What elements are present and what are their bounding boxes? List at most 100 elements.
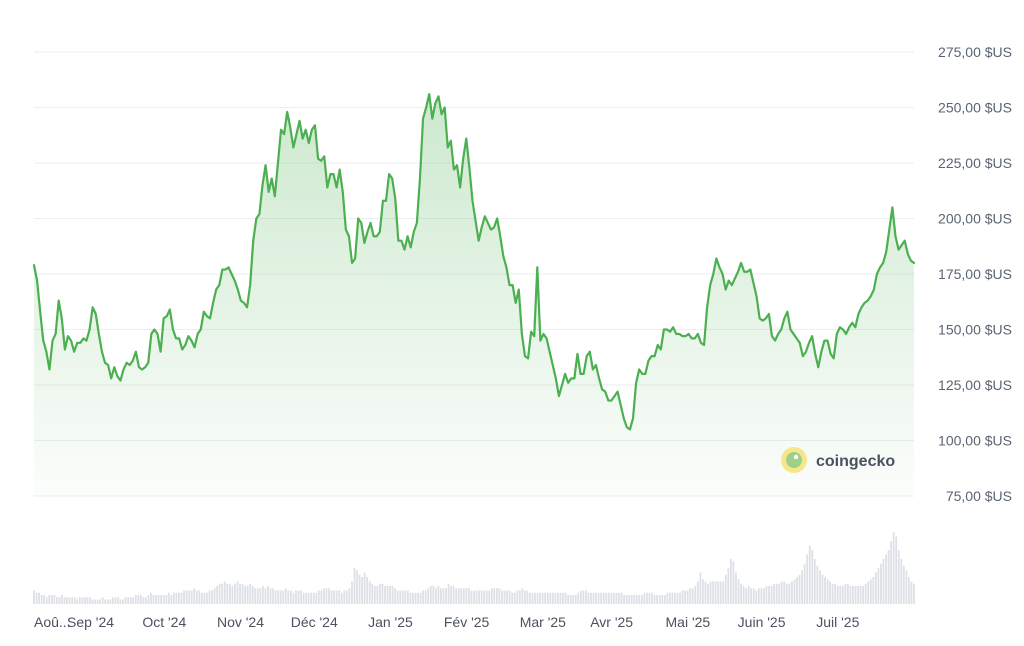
volume-bar (707, 583, 709, 604)
x-tick-label: Oct '24 (142, 614, 186, 630)
volume-bar (43, 595, 46, 604)
volume-bar (618, 592, 620, 604)
volume-bar (508, 590, 511, 604)
volume-bar (841, 586, 844, 604)
volume-bar (579, 590, 582, 604)
volume-bar (872, 577, 875, 604)
volume-bar (892, 532, 895, 604)
volume-bar (503, 590, 506, 604)
volume-bar (839, 586, 842, 604)
volume-bar (763, 588, 765, 604)
volume-bar (585, 590, 587, 604)
volume-bar (605, 592, 608, 604)
volume-bar (315, 592, 318, 604)
volume-bar (864, 583, 867, 604)
volume-bar (740, 583, 742, 604)
volume-bar (376, 586, 379, 604)
volume-bar (53, 595, 56, 604)
volume-bar (295, 590, 297, 604)
volume-bar (684, 590, 686, 604)
volume-bar (437, 586, 440, 604)
volume-bar (262, 586, 264, 604)
volume-bar (460, 588, 463, 604)
volume-bar (773, 583, 776, 604)
volume-bar (485, 590, 488, 604)
volume-bar (602, 592, 605, 604)
volume-bar (490, 588, 493, 604)
volume-bar (531, 592, 534, 604)
volume-bar (541, 592, 544, 604)
volume-bar (414, 592, 417, 604)
volume-bar (653, 595, 656, 604)
volume-bar (211, 590, 213, 604)
volume-bar (236, 581, 239, 604)
volume-bar (404, 590, 407, 604)
price-line (32, 93, 916, 431)
volume-bar (40, 595, 43, 604)
volume-bar (66, 597, 68, 604)
volume-bar (882, 559, 885, 604)
volume-bar (900, 559, 903, 604)
volume-bar (755, 590, 758, 604)
x-tick-label: Avr '25 (590, 614, 633, 630)
x-tick-label: Jan '25 (368, 614, 413, 630)
volume-bar (363, 572, 366, 604)
volume-bar (348, 588, 351, 604)
volume-bar (35, 592, 38, 604)
volume-bar (48, 595, 51, 604)
volume-bar (887, 550, 890, 604)
volume-bar (783, 581, 786, 604)
volume-bar (674, 592, 676, 604)
x-tick-label: Mar '25 (520, 614, 566, 630)
volume-bar (607, 592, 610, 604)
volume-bar (272, 588, 274, 604)
watermark-text: coingecko (816, 453, 895, 470)
volume-bar (340, 592, 343, 604)
volume-bar (704, 581, 707, 604)
volume-bar (38, 592, 40, 604)
volume-bar (587, 592, 590, 604)
volume-bar (569, 595, 572, 604)
volume-bar (623, 595, 625, 604)
volume-bar (162, 595, 165, 604)
volume-bar (722, 581, 725, 604)
volume-bar (689, 588, 692, 604)
volume-bar (874, 572, 877, 604)
volume-bar (551, 592, 554, 604)
price-area (34, 94, 914, 497)
volume-bar (356, 570, 358, 604)
volume-bar (450, 586, 453, 604)
volume-bar (307, 592, 310, 604)
volume-bar (241, 583, 244, 604)
volume-bar (61, 595, 63, 604)
volume-bar (572, 595, 575, 604)
volume-bar (195, 590, 198, 604)
volume-bar (389, 586, 391, 604)
volume-bar (68, 597, 71, 604)
volume-bar (378, 583, 381, 604)
volume-bar (714, 581, 717, 604)
volume-bar (562, 592, 564, 604)
volume-bar (661, 595, 664, 604)
volume-bar (544, 592, 547, 604)
volume-bar (442, 588, 445, 604)
x-tick-label: Nov '24 (217, 614, 264, 630)
volume-bar (287, 590, 290, 604)
x-tick-label: Mai '25 (666, 614, 711, 630)
volume-bar (663, 595, 666, 604)
volume-bar (399, 590, 402, 604)
volume-bar (422, 590, 425, 604)
volume-bar (620, 592, 623, 604)
volume-bar (890, 541, 893, 604)
volume-bar (279, 590, 282, 604)
volume-bar (218, 583, 221, 604)
volume-bar (811, 550, 814, 604)
volume-bar (129, 597, 132, 604)
volume-bar (808, 545, 811, 604)
volume-bar (737, 579, 740, 604)
volume-bar (81, 597, 84, 604)
volume-bar (145, 597, 147, 604)
volume-bar (50, 595, 53, 604)
volume-bar (913, 583, 915, 604)
volume-bar (813, 559, 816, 604)
